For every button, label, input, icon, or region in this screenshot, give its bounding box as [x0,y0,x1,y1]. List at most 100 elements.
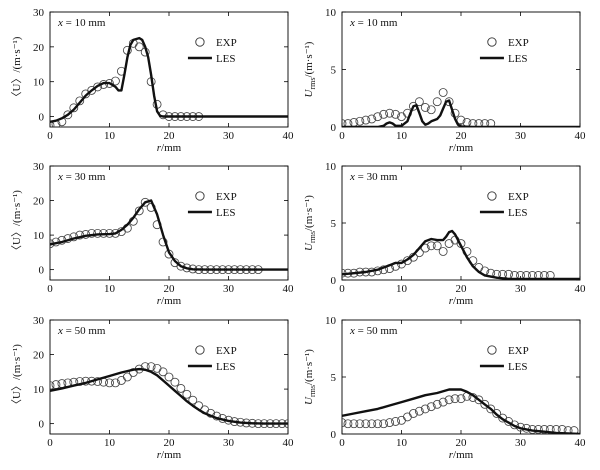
exp-point [474,395,484,405]
y-axis-label: Urms/(m·s⁻¹) [303,195,317,251]
legend-les-label: LES [508,207,528,219]
panel-annotation: x = 10 mm [57,17,106,29]
panel-top-left: 0 10 20 30 40 0 10 20 30 r/mm 〈U〉/(m·s⁻¹) x = 10 mm… [10,7,294,154]
les-line [342,388,580,434]
x-tick-label: 40 [283,283,295,295]
data-layer [50,36,288,127]
exp-point [379,109,389,119]
x-tick-label: 0 [339,130,345,142]
y-tick-label: 10 [325,7,337,19]
exp-point [105,378,114,388]
exp-point [93,82,103,92]
les-line [50,367,288,425]
legend-les-label: LES [508,361,528,373]
les-line [50,36,288,123]
exp-point [391,417,400,426]
x-tick-label: 30 [223,437,235,449]
exp-point [426,105,436,115]
exp-point [426,402,436,412]
panel-middle-left: 0 10 20 30 40 0 10 20 30 r/mm 〈U〉/(m·s⁻¹) x = 30 mm… [10,161,294,307]
data-layer [342,229,580,280]
legend-les-label: LES [216,53,236,65]
exp-point [343,119,353,127]
exp-point [420,404,430,414]
x-tick-label: 40 [283,437,295,449]
x-tick-label: 20 [456,130,468,142]
exp-point [539,425,549,434]
y-tick-label: 30 [33,161,45,173]
x-tick-label: 0 [47,437,53,449]
y-tick-label: 30 [33,315,45,327]
exp-point [355,419,365,429]
data-layer [342,88,580,127]
y-tick-label: 10 [325,161,337,173]
exp-point [444,239,454,248]
exp-point [176,383,186,393]
legend-les-label: LES [216,361,236,373]
y-tick-label: 5 [331,65,337,77]
x-tick-label: 20 [164,130,176,142]
exp-point [50,120,55,127]
panel-middle-right: 0 10 20 30 40 0 5 10 r/mm Urms/(m·s⁻¹) x = 30 mm EX… [303,161,586,307]
exp-point [426,241,436,251]
y-tick-label: 10 [33,230,45,242]
exp-point [468,119,478,127]
exp-point [63,110,73,120]
plot-frame [341,165,581,281]
x-axis-label: r/mm [157,449,182,461]
x-tick-label: 20 [164,283,176,295]
exp-point [414,97,424,107]
exp-point [75,96,85,106]
x-axis-label: r/mm [157,142,182,154]
exp-point [379,419,389,429]
exp-point [385,108,395,118]
exp-point [414,406,424,416]
y-tick-label: 10 [325,315,337,327]
y-tick-label: 5 [331,372,337,384]
y-axis-label: Urms/(m·s⁻¹) [303,41,317,97]
legend-exp-marker [487,37,497,47]
exp-point [361,419,371,429]
y-tick-label: 5 [331,218,337,230]
y-axis-label: 〈U〉/(m·s⁻¹) [10,344,23,410]
exp-point [342,119,347,127]
panel-bottom-right: 0 10 20 30 40 0 5 10 r/mm Urms/(m·s⁻¹) x = 50 mm EX… [303,315,586,461]
x-tick-label: 0 [339,283,345,295]
x-tick-label: 10 [396,130,408,142]
x-tick-label: 20 [456,437,468,449]
y-axis-label: 〈U〉/(m·s⁻¹) [10,36,23,102]
plot-frame [49,11,289,128]
panel-annotation: x = 50 mm [57,325,106,337]
exp-point [474,119,484,127]
exp-point [432,97,442,107]
exp-point [492,409,502,418]
legend-exp-marker [487,191,497,201]
les-line [50,199,288,271]
panel-annotation: x = 50 mm [349,325,398,337]
exp-point [438,247,448,256]
y-tick-label: 10 [33,77,45,89]
x-tick-label: 30 [515,437,527,449]
exp-point [504,269,514,279]
x-axis-label: r/mm [449,449,474,461]
exp-point [343,419,353,429]
exp-point [349,117,359,127]
x-tick-label: 20 [456,283,468,295]
exp-point [367,419,377,429]
exp-point [170,377,180,387]
exp-point [75,377,85,386]
exp-point [373,419,383,429]
legend-exp-label: EXP [216,345,237,357]
x-axis-label: r/mm [449,142,474,154]
x-tick-label: 20 [164,437,176,449]
y-tick-label: 0 [39,112,45,124]
exp-point [486,404,496,414]
x-tick-label: 40 [575,437,587,449]
data-layer [342,388,580,434]
x-axis-label: r/mm [449,295,474,307]
exp-point [450,394,460,404]
y-axis-label: Urms/(m·s⁻¹) [303,349,317,405]
exp-point [438,88,448,97]
plot-frame [341,11,581,128]
